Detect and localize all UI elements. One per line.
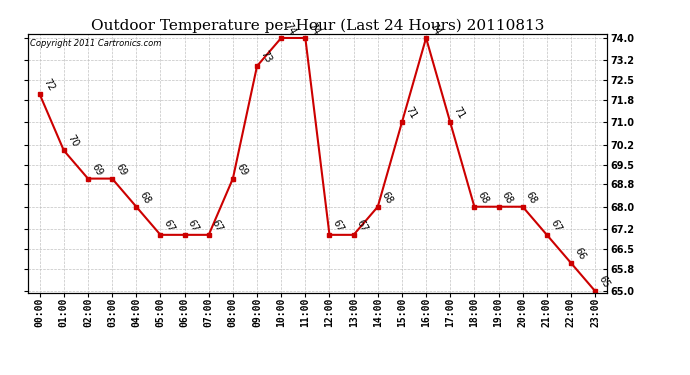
Text: 74: 74 [283,21,297,37]
Text: 67: 67 [355,218,370,234]
Text: 67: 67 [186,218,201,234]
Text: 74: 74 [307,21,322,37]
Text: 67: 67 [210,218,225,234]
Text: Copyright 2011 Cartronics.com: Copyright 2011 Cartronics.com [30,39,162,48]
Text: 66: 66 [573,246,587,262]
Text: 69: 69 [90,162,104,177]
Text: 69: 69 [114,162,128,177]
Text: 69: 69 [235,162,249,177]
Text: 68: 68 [380,190,394,206]
Title: Outdoor Temperature per Hour (Last 24 Hours) 20110813: Outdoor Temperature per Hour (Last 24 Ho… [90,18,544,33]
Text: 67: 67 [331,218,346,234]
Text: 67: 67 [162,218,177,234]
Text: 72: 72 [41,77,56,93]
Text: 68: 68 [138,190,152,206]
Text: 71: 71 [404,105,418,121]
Text: 68: 68 [524,190,539,206]
Text: 67: 67 [549,218,563,234]
Text: 71: 71 [452,105,466,121]
Text: 74: 74 [428,21,442,37]
Text: 70: 70 [66,134,80,149]
Text: 68: 68 [476,190,491,206]
Text: 68: 68 [500,190,515,206]
Text: 73: 73 [259,49,273,65]
Text: 65: 65 [597,274,611,290]
